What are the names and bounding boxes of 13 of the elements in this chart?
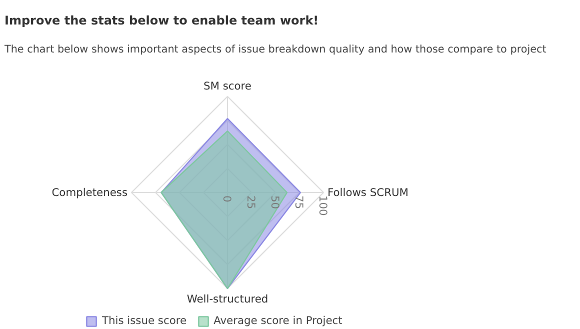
y-tick-label: 25 xyxy=(244,196,258,210)
legend-label: Average score in Project xyxy=(214,314,342,327)
spoke-label: SM score xyxy=(204,80,252,92)
y-tick-label: 100 xyxy=(316,196,330,216)
legend-label: This issue score xyxy=(102,314,187,327)
y-tick-label: 50 xyxy=(268,196,282,210)
spoke-label: Follows SCRUM xyxy=(328,186,408,199)
spoke-label: Completeness xyxy=(52,186,128,199)
chart-title: Improve the stats below to enable team work! xyxy=(4,14,319,28)
y-tick-label: 75 xyxy=(292,196,306,210)
spoke-label: Well-structured xyxy=(186,292,268,306)
y-tick-label: 0 xyxy=(220,196,234,202)
chart-subtitle: The chart below shows important aspects of issue breakdown quality and how those compare to project xyxy=(4,44,546,56)
